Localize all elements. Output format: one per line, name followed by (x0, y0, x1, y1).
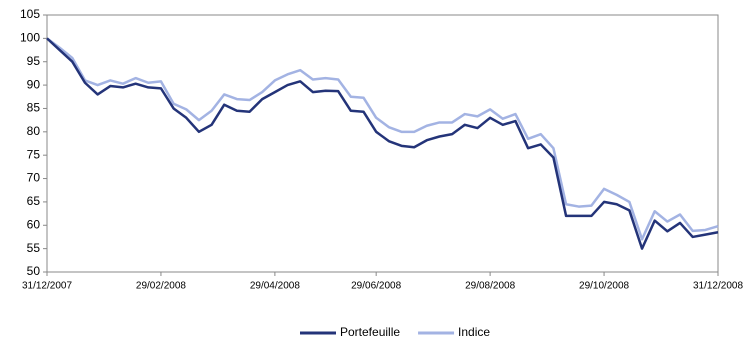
x-tick-label: 29/04/2008 (250, 281, 300, 292)
x-tick-label: 29/02/2008 (136, 281, 186, 292)
y-tick-label: 80 (27, 124, 41, 138)
y-tick-label: 55 (27, 241, 41, 255)
y-tick-label: 60 (27, 217, 41, 231)
legend-label: Indice (458, 325, 490, 339)
y-tick-label: 70 (27, 171, 41, 185)
y-tick-label: 65 (27, 194, 41, 208)
x-tick-label: 29/10/2008 (579, 281, 629, 292)
y-tick-label: 90 (27, 77, 41, 91)
y-tick-label: 105 (20, 7, 40, 21)
x-tick-label: 31/12/2008 (693, 281, 743, 292)
y-tick-label: 85 (27, 101, 41, 115)
series-line (46, 37, 719, 241)
y-tick-label: 95 (27, 54, 41, 68)
series-line (46, 37, 719, 250)
y-tick-label: 100 (20, 31, 40, 45)
legend-label: Portefeuille (340, 325, 400, 339)
plot-frame (46, 14, 719, 273)
y-tick-label: 50 (27, 264, 41, 278)
x-tick-label: 31/12/2007 (22, 281, 72, 292)
y-tick-label: 75 (27, 147, 41, 161)
x-tick-label: 29/06/2008 (351, 281, 401, 292)
x-tick-label: 29/08/2008 (465, 281, 515, 292)
